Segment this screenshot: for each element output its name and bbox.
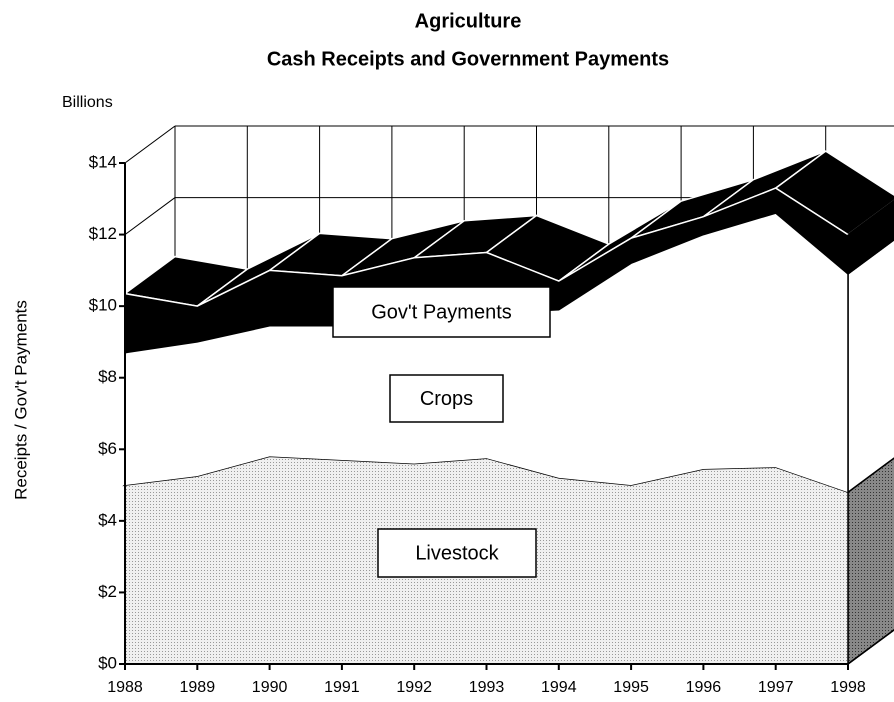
- chart-subtitle: Cash Receipts and Government Payments: [267, 48, 669, 70]
- grid-line: [124, 197, 176, 235]
- y-tick-label: $0: [98, 653, 117, 672]
- y-tick-label: $8: [98, 367, 117, 386]
- x-tick-label: 1993: [469, 679, 505, 696]
- y-tick-label: $14: [89, 152, 117, 171]
- area: [125, 213, 848, 493]
- legend-box: [377, 528, 537, 578]
- x-tick-label: 1990: [252, 679, 288, 696]
- legend-label: Crops: [420, 388, 473, 410]
- y-tick-label: $4: [98, 510, 117, 529]
- area-side-face: [847, 238, 894, 494]
- floor-edge: [847, 629, 894, 665]
- legend-box: [332, 286, 551, 338]
- x-tick-label: 1992: [396, 679, 432, 696]
- y-tick-label: $10: [89, 296, 117, 315]
- x-tick-label: 1997: [758, 679, 794, 696]
- y-axis-label: Receipts / Gov't Payments: [11, 300, 30, 500]
- chart-title: Agriculture: [415, 10, 522, 32]
- area-edge: [124, 187, 849, 307]
- y-tick-label: $12: [89, 224, 117, 243]
- legend-label: Gov't Payments: [371, 301, 512, 323]
- x-tick-label: 1989: [180, 679, 216, 696]
- y-tick-label: $2: [98, 582, 117, 601]
- x-tick-label: 1988: [107, 679, 143, 696]
- x-tick-label: 1994: [541, 679, 577, 696]
- x-tick-label: 1995: [613, 679, 649, 696]
- grid-line: [124, 125, 176, 164]
- unit-label: Billions: [62, 94, 113, 111]
- x-tick-label: 1996: [686, 679, 722, 696]
- x-tick-label: 1991: [324, 679, 360, 696]
- legend-box: [389, 374, 504, 423]
- area: [125, 188, 848, 353]
- x-tick-label: 1998: [830, 679, 866, 696]
- y-tick-label: $6: [98, 439, 117, 458]
- legend-label: Livestock: [415, 542, 499, 564]
